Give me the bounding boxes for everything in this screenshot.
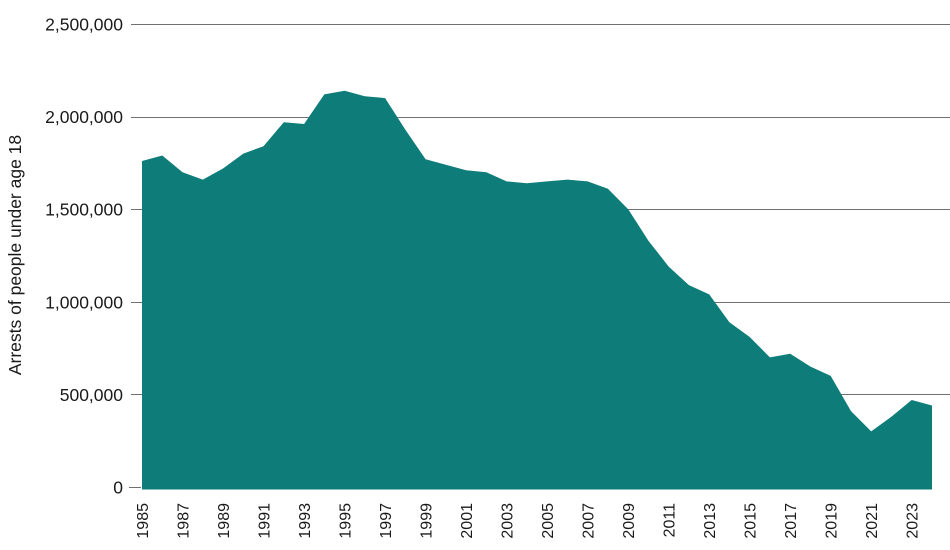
x-tick-label: 2013 (702, 503, 719, 539)
y-tick-label: 1,500,000 (45, 200, 123, 220)
y-tick-label: 1,000,000 (45, 292, 123, 312)
x-tick-label: 1993 (297, 503, 314, 539)
x-tick-label: 2011 (662, 503, 679, 538)
x-tick-label: 2019 (824, 503, 841, 539)
x-tick-label: 1995 (338, 503, 355, 539)
x-tick-label: 2021 (864, 503, 881, 539)
area-series-arrests (142, 90, 932, 490)
y-tick-label: 0 (113, 478, 123, 498)
x-axis-tick-labels: 1985 1987 1989 1991 1993 1995 1997 1999 2001 2003… (135, 503, 922, 539)
x-tick-label: 2015 (743, 503, 760, 539)
x-tick-label: 2005 (540, 503, 557, 539)
x-tick-label: 1997 (378, 503, 395, 539)
x-tick-label: 2007 (581, 503, 598, 539)
y-tick-label: 500,000 (60, 385, 124, 405)
x-tick-label: 2003 (500, 503, 517, 539)
x-tick-label: 2023 (905, 503, 922, 539)
x-tick-label: 1987 (176, 503, 193, 539)
x-tick-label: 1991 (257, 503, 274, 539)
x-tick-label: 2017 (783, 503, 800, 539)
x-tick-label: 2001 (459, 503, 476, 539)
x-tick-label: 1985 (135, 503, 152, 539)
area-series (142, 90, 932, 490)
x-tick-label: 1999 (419, 503, 436, 539)
y-axis-title: Arrests of people under age 18 (5, 135, 25, 375)
y-tick-label: 2,000,000 (45, 107, 123, 127)
x-tick-label: 1989 (216, 503, 233, 539)
x-tick-label: 2009 (621, 503, 638, 539)
y-axis-tick-labels: 0 500,000 1,000,000 1,500,000 2,000,000 2,500… (45, 15, 123, 498)
y-tick-label: 2,500,000 (45, 15, 123, 35)
